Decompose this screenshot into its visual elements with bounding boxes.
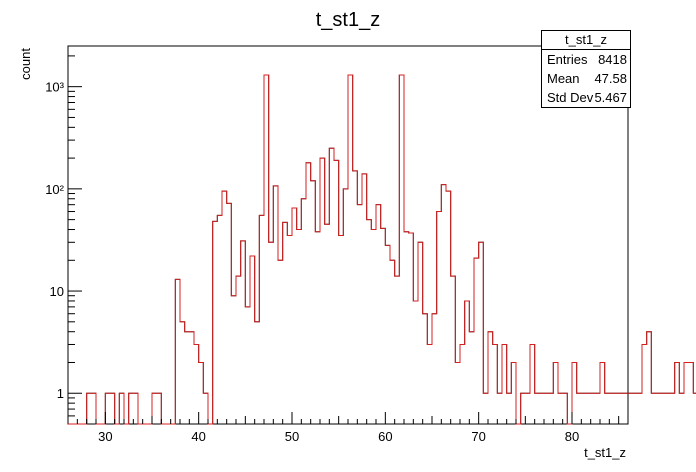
- y-axis-label: count: [18, 48, 33, 80]
- x-tick-label: 40: [191, 429, 205, 444]
- stats-row-entries: Entries 8418: [542, 50, 630, 69]
- x-tick-label: 60: [378, 429, 392, 444]
- y-tick-label: 1: [57, 386, 64, 401]
- histogram-series-0: [68, 74, 696, 425]
- x-tick-label: 30: [98, 429, 112, 444]
- x-axis-label: t_st1_z: [584, 445, 626, 460]
- stats-label: Entries: [547, 52, 588, 67]
- stats-row-stddev: Std Dev 5.467: [542, 88, 630, 107]
- y-tick-label: 10³: [45, 80, 64, 95]
- stats-label: Mean: [547, 71, 580, 86]
- stats-label: Std Dev: [547, 90, 594, 105]
- y-tick-label: 10: [50, 284, 64, 299]
- stats-box: t_st1_z Entries 8418 Mean 47.58 Std Dev …: [541, 30, 631, 108]
- stats-value: 47.58: [594, 71, 627, 86]
- axis-layer: 30 40 50 60 70 80 1 10 10² 10³: [45, 55, 629, 444]
- stats-title: t_st1_z: [542, 31, 630, 50]
- histogram-series-1: [68, 74, 696, 425]
- x-tick-label: 70: [471, 429, 485, 444]
- y-tick-label: 10²: [45, 182, 64, 197]
- x-tick-label: 50: [285, 429, 299, 444]
- stats-value: 8418: [598, 52, 627, 67]
- stats-row-mean: Mean 47.58: [542, 69, 630, 88]
- series-layer: [68, 74, 696, 425]
- x-tick-label: 80: [565, 429, 579, 444]
- chart-title: t_st1_z: [316, 9, 380, 31]
- stats-value: 5.467: [594, 90, 627, 105]
